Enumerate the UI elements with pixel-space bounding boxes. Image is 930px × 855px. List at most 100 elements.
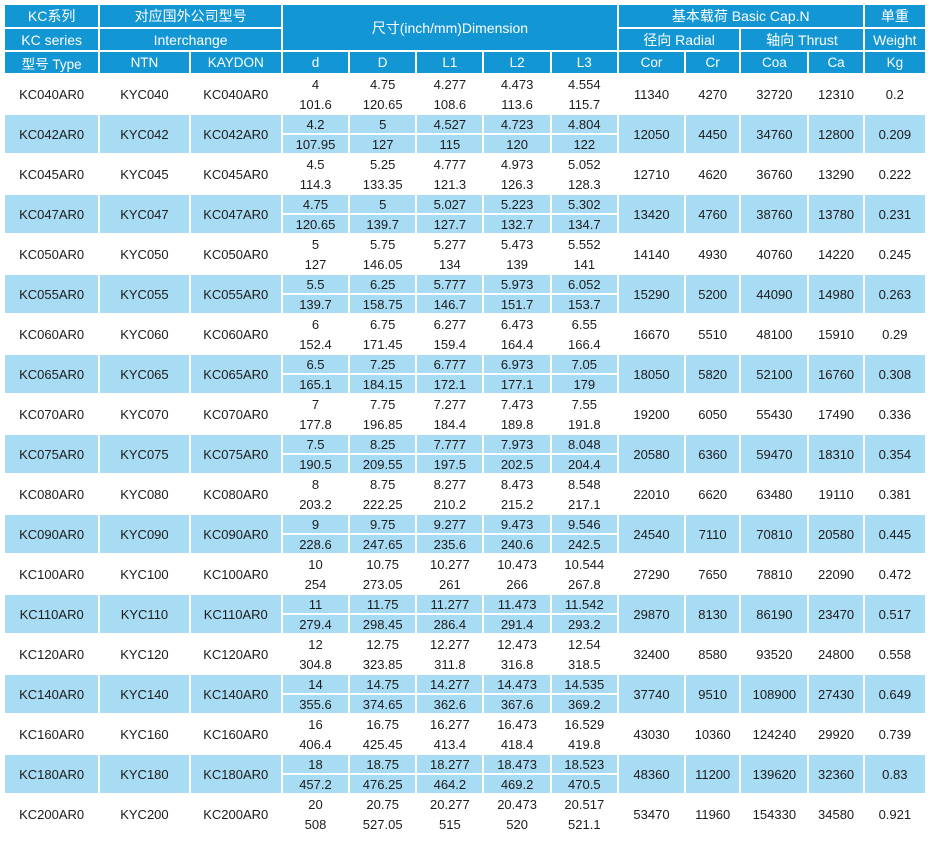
cell-cor: 43030 xyxy=(616,713,687,755)
cell-kg: 0.83 xyxy=(862,753,928,795)
col-header-kg: Kg xyxy=(862,50,928,75)
header-dimension: 尺寸(inch/mm)Dimension xyxy=(280,3,619,52)
cell-cor: 16670 xyxy=(616,313,687,355)
cell-L1-mm: 413.4 xyxy=(415,733,485,755)
table-row: KC070AR0 KYC070 KC070AR0 7 7.75 7.277 7.473 7.5… xyxy=(2,393,928,435)
table-row: KC042AR0 KYC042 KC042AR0 4.2 5 4.527 4.723 4.80… xyxy=(2,113,928,155)
cell-L1-inch: 7.777 xyxy=(415,433,485,455)
table-row: 120.65 139.7 127.7 132.7 134.7 xyxy=(4,213,926,235)
table-row: KC200AR0 KYC200 KC200AR0 20 20.75 20.277 20.47… xyxy=(2,793,928,835)
cell-ca: 23470 xyxy=(807,593,865,635)
cell-L3-mm: 369.2 xyxy=(549,693,619,715)
table-header: KC系列 对应国外公司型号 尺寸(inch/mm)Dimension 基本载荷 … xyxy=(2,3,928,75)
table-row: 139.7 158.75 146.7 151.7 153.7 xyxy=(4,293,926,315)
cell-kaydon: KC200AR0 xyxy=(188,793,283,835)
cell-kaydon: KC047AR0 xyxy=(188,193,283,235)
cell-d-mm: 152.4 xyxy=(280,333,351,355)
cell-ca: 27430 xyxy=(807,673,865,715)
cell-coa: 139620 xyxy=(739,753,810,795)
cell-d-inch: 14 xyxy=(280,673,351,695)
cell-L3-mm: 122 xyxy=(549,133,619,155)
cell-ntn: KYC070 xyxy=(98,393,191,435)
cell-L2-inch: 5.223 xyxy=(482,193,552,215)
cell-D-inch: 10.75 xyxy=(348,553,418,575)
cell-cr: 11960 xyxy=(684,793,742,835)
cell-D-inch: 5.25 xyxy=(348,153,418,175)
cell-kaydon: KC042AR0 xyxy=(188,113,283,155)
cell-L3-inch: 14.535 xyxy=(549,673,619,695)
cell-d-inch: 12 xyxy=(280,633,351,655)
cell-D-mm: 158.75 xyxy=(348,293,418,315)
header-interchange-zh: 对应国外公司型号 xyxy=(98,3,283,29)
cell-L3-mm: 267.8 xyxy=(549,573,619,595)
cell-coa: 40760 xyxy=(739,233,810,275)
cell-type: KC042AR0 xyxy=(2,113,101,155)
cell-ca: 24800 xyxy=(807,633,865,675)
cell-d-inch: 7.5 xyxy=(280,433,351,455)
col-header-kaydon: KAYDON xyxy=(188,50,283,75)
cell-ntn: KYC040 xyxy=(98,73,191,115)
cell-ca: 18310 xyxy=(807,433,865,475)
cell-coa: 38760 xyxy=(739,193,810,235)
cell-L1-inch: 5.277 xyxy=(415,233,485,255)
cell-L2-inch: 18.473 xyxy=(482,753,552,775)
cell-L3-inch: 6.55 xyxy=(549,313,619,335)
cell-D-mm: 222.25 xyxy=(348,493,418,515)
cell-L3-mm: 153.7 xyxy=(549,293,619,315)
cell-L3-inch: 8.048 xyxy=(549,433,619,455)
cell-kg: 0.739 xyxy=(862,713,928,755)
col-header-coa: Coa xyxy=(739,50,810,75)
cell-ca: 14980 xyxy=(807,273,865,315)
cell-L1-inch: 4.777 xyxy=(415,153,485,175)
cell-D-inch: 6.25 xyxy=(348,273,418,295)
cell-cor: 29870 xyxy=(616,593,687,635)
cell-type: KC180AR0 xyxy=(2,753,101,795)
cell-type: KC045AR0 xyxy=(2,153,101,195)
cell-L2-inch: 11.473 xyxy=(482,593,552,615)
cell-L3-inch: 4.554 xyxy=(549,73,619,95)
col-header-L1: L1 xyxy=(415,50,485,75)
cell-L2-inch: 5.473 xyxy=(482,233,552,255)
cell-L3-mm: 293.2 xyxy=(549,613,619,635)
cell-D-mm: 120.65 xyxy=(348,93,418,115)
cell-coa: 55430 xyxy=(739,393,810,435)
cell-ca: 15910 xyxy=(807,313,865,355)
table-row: 127 146.05 134 139 141 xyxy=(4,253,926,275)
cell-ntn: KYC047 xyxy=(98,193,191,235)
cell-D-mm: 133.35 xyxy=(348,173,418,195)
cell-d-inch: 4.2 xyxy=(280,113,351,135)
table-row: KC045AR0 KYC045 KC045AR0 4.5 5.25 4.777 4.973 5… xyxy=(2,153,928,195)
cell-ca: 12800 xyxy=(807,113,865,155)
cell-L2-mm: 164.4 xyxy=(482,333,552,355)
cell-kaydon: KC070AR0 xyxy=(188,393,283,435)
cell-type: KC060AR0 xyxy=(2,313,101,355)
cell-D-inch: 11.75 xyxy=(348,593,418,615)
col-header-cr: Cr xyxy=(684,50,742,75)
cell-cor: 32400 xyxy=(616,633,687,675)
table-row: 203.2 222.25 210.2 215.2 217.1 xyxy=(4,493,926,515)
cell-L3-inch: 5.552 xyxy=(549,233,619,255)
cell-D-mm: 247.65 xyxy=(348,533,418,555)
cell-L1-inch: 8.277 xyxy=(415,473,485,495)
table-row: 107.95 127 115 120 122 xyxy=(4,133,926,155)
cell-D-mm: 527.05 xyxy=(348,813,418,835)
cell-coa: 32720 xyxy=(739,73,810,115)
cell-kaydon: KC180AR0 xyxy=(188,753,283,795)
cell-L2-mm: 469.2 xyxy=(482,773,552,795)
cell-L2-mm: 120 xyxy=(482,133,552,155)
cell-ca: 12310 xyxy=(807,73,865,115)
cell-L2-mm: 240.6 xyxy=(482,533,552,555)
cell-D-inch: 5 xyxy=(348,193,418,215)
cell-cor: 15290 xyxy=(616,273,687,315)
table-row: 254 273.05 261 266 267.8 xyxy=(4,573,926,595)
table-row: 177.8 196.85 184.4 189.8 191.8 xyxy=(4,413,926,435)
cell-D-inch: 20.75 xyxy=(348,793,418,815)
cell-d-mm: 114.3 xyxy=(280,173,351,195)
cell-cr: 4620 xyxy=(684,153,742,195)
table-row: 355.6 374.65 362.6 367.6 369.2 xyxy=(4,693,926,715)
cell-L1-mm: 464.2 xyxy=(415,773,485,795)
col-header-type: 型号 Type xyxy=(2,50,101,75)
cell-L2-mm: 132.7 xyxy=(482,213,552,235)
cell-cor: 24540 xyxy=(616,513,687,555)
cell-D-inch: 5 xyxy=(348,113,418,135)
